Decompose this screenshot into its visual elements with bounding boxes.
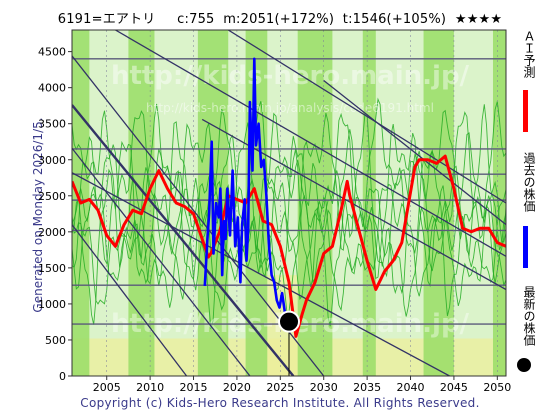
title-rating: ★★★★ <box>454 12 503 27</box>
legend-latest-price-label: 最新の株価 <box>522 286 536 346</box>
y-tick-label-5: 2500 <box>38 190 66 203</box>
band-line-2 <box>72 165 506 301</box>
watermark-text-1: http://kids-hero.main.jp/ <box>111 61 470 91</box>
green-band-1 <box>128 30 155 376</box>
channel-line-4 <box>115 30 506 257</box>
legend-ai-forecast-swatch <box>523 90 528 132</box>
band-line-3 <box>72 97 506 265</box>
title-max: m:2051(+172%) <box>223 12 335 27</box>
y-tick-label-0: 0 <box>59 370 66 383</box>
y-tick-label-2: 1000 <box>38 298 66 311</box>
band-line-0 <box>72 129 506 291</box>
y-tick-label-9: 4500 <box>38 46 66 59</box>
x-tick-label-6: 2035 <box>353 381 381 394</box>
watermark-text-2: http://kids-hero.main.jp/analysis/code61… <box>146 101 434 115</box>
legend-latest-price-marker <box>517 358 531 372</box>
y-tick-label-6: 3000 <box>38 154 66 167</box>
x-tick-label-2: 2015 <box>180 381 208 394</box>
x-tick-label-9: 2050 <box>483 381 511 394</box>
ai-forecast-line <box>72 154 506 338</box>
channel-line-7 <box>323 79 506 226</box>
x-tick-label-1: 2010 <box>136 381 164 394</box>
y-tick-label-1: 500 <box>45 334 66 347</box>
x-tick-label-8: 2045 <box>440 381 468 394</box>
latest-price-marker <box>278 310 300 333</box>
legend-ai-forecast-label: ＡＩ予測 <box>522 30 536 78</box>
channel-line-1 <box>72 104 295 376</box>
x-tick-label-0: 2005 <box>93 381 121 394</box>
band-line-1 <box>72 103 506 288</box>
channel-line-8 <box>72 172 450 376</box>
legend-past-price-swatch <box>523 226 528 268</box>
green-band-6 <box>423 30 454 376</box>
y-tick-label-3: 1500 <box>38 262 66 275</box>
y-tick-label-8: 4000 <box>38 82 66 95</box>
y-tick-label-7: 3500 <box>38 118 66 131</box>
green-band-4 <box>297 30 333 376</box>
channel-line-2 <box>72 147 251 376</box>
channel-line-5 <box>227 30 506 204</box>
x-tick-label-4: 2025 <box>266 381 294 394</box>
x-tick-label-3: 2020 <box>223 381 251 394</box>
legend-past-price-label: 過去の株価 <box>522 152 536 212</box>
chart-title: 6191=エアトリ c:755 m:2051(+172%) t:1546(+10… <box>0 8 560 27</box>
legend: ＡＩ予測 過去の株価 最新の株価 <box>512 28 548 388</box>
green-band-7 <box>492 30 506 376</box>
x-tick-label-5: 2030 <box>310 381 338 394</box>
copyright-footer: Copyright (c) Kids-Hero Research Institu… <box>80 396 480 410</box>
x-tick-label-7: 2040 <box>397 381 425 394</box>
title-target: t:1546(+105%) <box>342 12 447 27</box>
plot-border <box>71 29 507 377</box>
y-tick-label-4: 2000 <box>38 226 66 239</box>
channel-line-3 <box>72 224 188 376</box>
title-code-name: 6191=エアトリ <box>57 12 156 27</box>
title-current: c:755 <box>177 12 215 27</box>
past-price-line <box>203 57 291 323</box>
